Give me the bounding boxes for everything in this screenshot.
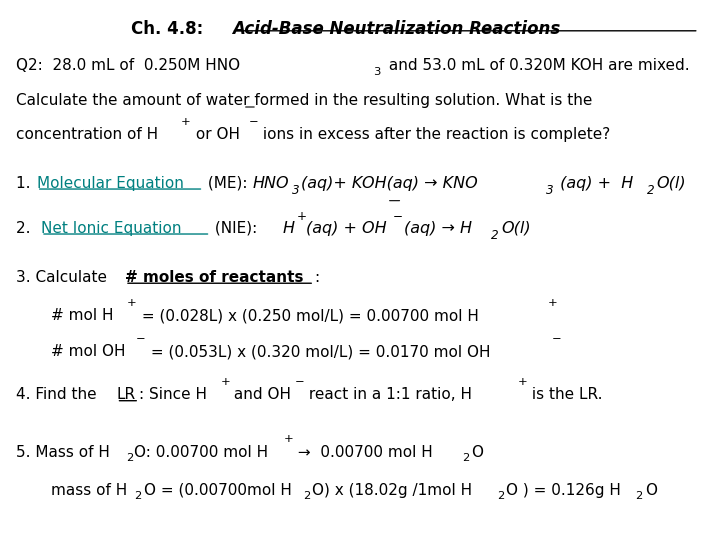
- Text: −: −: [248, 117, 258, 126]
- Text: 2: 2: [491, 230, 499, 242]
- Text: (NIE):: (NIE):: [210, 221, 272, 236]
- Text: (ME):: (ME):: [203, 176, 253, 191]
- Text: 2.: 2.: [16, 221, 40, 236]
- Text: 2: 2: [635, 491, 642, 501]
- Text: 2: 2: [126, 453, 133, 463]
- Text: mass of H: mass of H: [51, 483, 127, 498]
- Text: +: +: [181, 117, 191, 126]
- Text: 4. Find the: 4. Find the: [16, 388, 102, 402]
- Text: O: O: [645, 483, 657, 498]
- Text: Q2:  28.0 mL of  0.250M HNO: Q2: 28.0 mL of 0.250M HNO: [16, 58, 240, 73]
- Text: (aq) → H: (aq) → H: [404, 221, 472, 236]
- Text: ions in excess after the reaction is complete?: ions in excess after the reaction is com…: [258, 127, 611, 142]
- Text: = (0.053L) x (0.320 mol/L) = 0.0170 mol OH: = (0.053L) x (0.320 mol/L) = 0.0170 mol …: [146, 344, 491, 359]
- Text: is the LR.: is the LR.: [527, 388, 603, 402]
- Text: −: −: [294, 377, 304, 387]
- Text: (aq) +  H: (aq) + H: [554, 176, 633, 191]
- Text: O ) = 0.126g H: O ) = 0.126g H: [506, 483, 621, 498]
- Text: −: −: [135, 334, 145, 343]
- Text: Acid-Base Neutralization Reactions: Acid-Base Neutralization Reactions: [232, 20, 560, 38]
- Text: LR: LR: [117, 388, 135, 402]
- Text: # mol OH: # mol OH: [51, 344, 125, 359]
- Text: →  0.00700 mol H: → 0.00700 mol H: [293, 444, 433, 460]
- Text: Ch. 4.8:: Ch. 4.8:: [130, 20, 209, 38]
- Text: −: −: [552, 334, 562, 343]
- Text: 2: 2: [462, 453, 469, 463]
- Text: +: +: [548, 298, 557, 307]
- Text: 2: 2: [647, 184, 654, 197]
- Text: # moles of reactants: # moles of reactants: [125, 270, 304, 285]
- Text: :: :: [314, 270, 319, 285]
- Text: 3: 3: [373, 67, 380, 77]
- Text: +: +: [297, 210, 307, 223]
- Text: +: +: [220, 377, 230, 387]
- Text: Net Ionic Equation: Net Ionic Equation: [41, 221, 181, 236]
- Text: Calculate the amount of water formed in the resulting solution. What is the: Calculate the amount of water formed in …: [16, 93, 592, 107]
- Text: +: +: [284, 434, 294, 444]
- Text: O) x (18.02g /1mol H: O) x (18.02g /1mol H: [312, 483, 472, 498]
- Text: 3: 3: [292, 184, 300, 197]
- Text: O = (0.00700mol H: O = (0.00700mol H: [144, 483, 292, 498]
- Text: −: −: [392, 210, 402, 223]
- Text: 1.: 1.: [16, 176, 35, 191]
- Text: H: H: [282, 221, 294, 236]
- Text: 2: 2: [134, 491, 141, 501]
- Text: or OH: or OH: [191, 127, 240, 142]
- Text: +: +: [518, 377, 528, 387]
- Text: 5. Mass of H: 5. Mass of H: [16, 444, 109, 460]
- Text: O(l): O(l): [657, 176, 686, 191]
- Text: O: 0.00700 mol H: O: 0.00700 mol H: [134, 444, 269, 460]
- Text: O(l): O(l): [501, 221, 531, 236]
- Text: 2: 2: [303, 491, 310, 501]
- Text: and OH: and OH: [230, 388, 292, 402]
- Text: # mol H: # mol H: [51, 308, 114, 323]
- Text: = (0.028L) x (0.250 mol/L) = 0.00700 mol H: = (0.028L) x (0.250 mol/L) = 0.00700 mol…: [137, 308, 479, 323]
- Text: (aq) + OH: (aq) + OH: [307, 221, 387, 236]
- Text: +: +: [127, 298, 137, 307]
- Text: concentration of H: concentration of H: [16, 127, 158, 142]
- Text: O: O: [472, 444, 484, 460]
- Text: and 53.0 mL of 0.320M KOH are mixed.: and 53.0 mL of 0.320M KOH are mixed.: [384, 58, 690, 73]
- Text: : Since H: : Since H: [139, 388, 207, 402]
- Text: 3. Calculate: 3. Calculate: [16, 270, 112, 285]
- Text: HNO: HNO: [253, 176, 289, 191]
- Text: Molecular Equation: Molecular Equation: [37, 176, 184, 191]
- Text: 2: 2: [497, 491, 504, 501]
- Text: (aq)+ KOH(aq) → KNO: (aq)+ KOH(aq) → KNO: [301, 176, 477, 191]
- Text: react in a 1:1 ratio, H: react in a 1:1 ratio, H: [304, 388, 472, 402]
- Text: 3: 3: [546, 184, 553, 197]
